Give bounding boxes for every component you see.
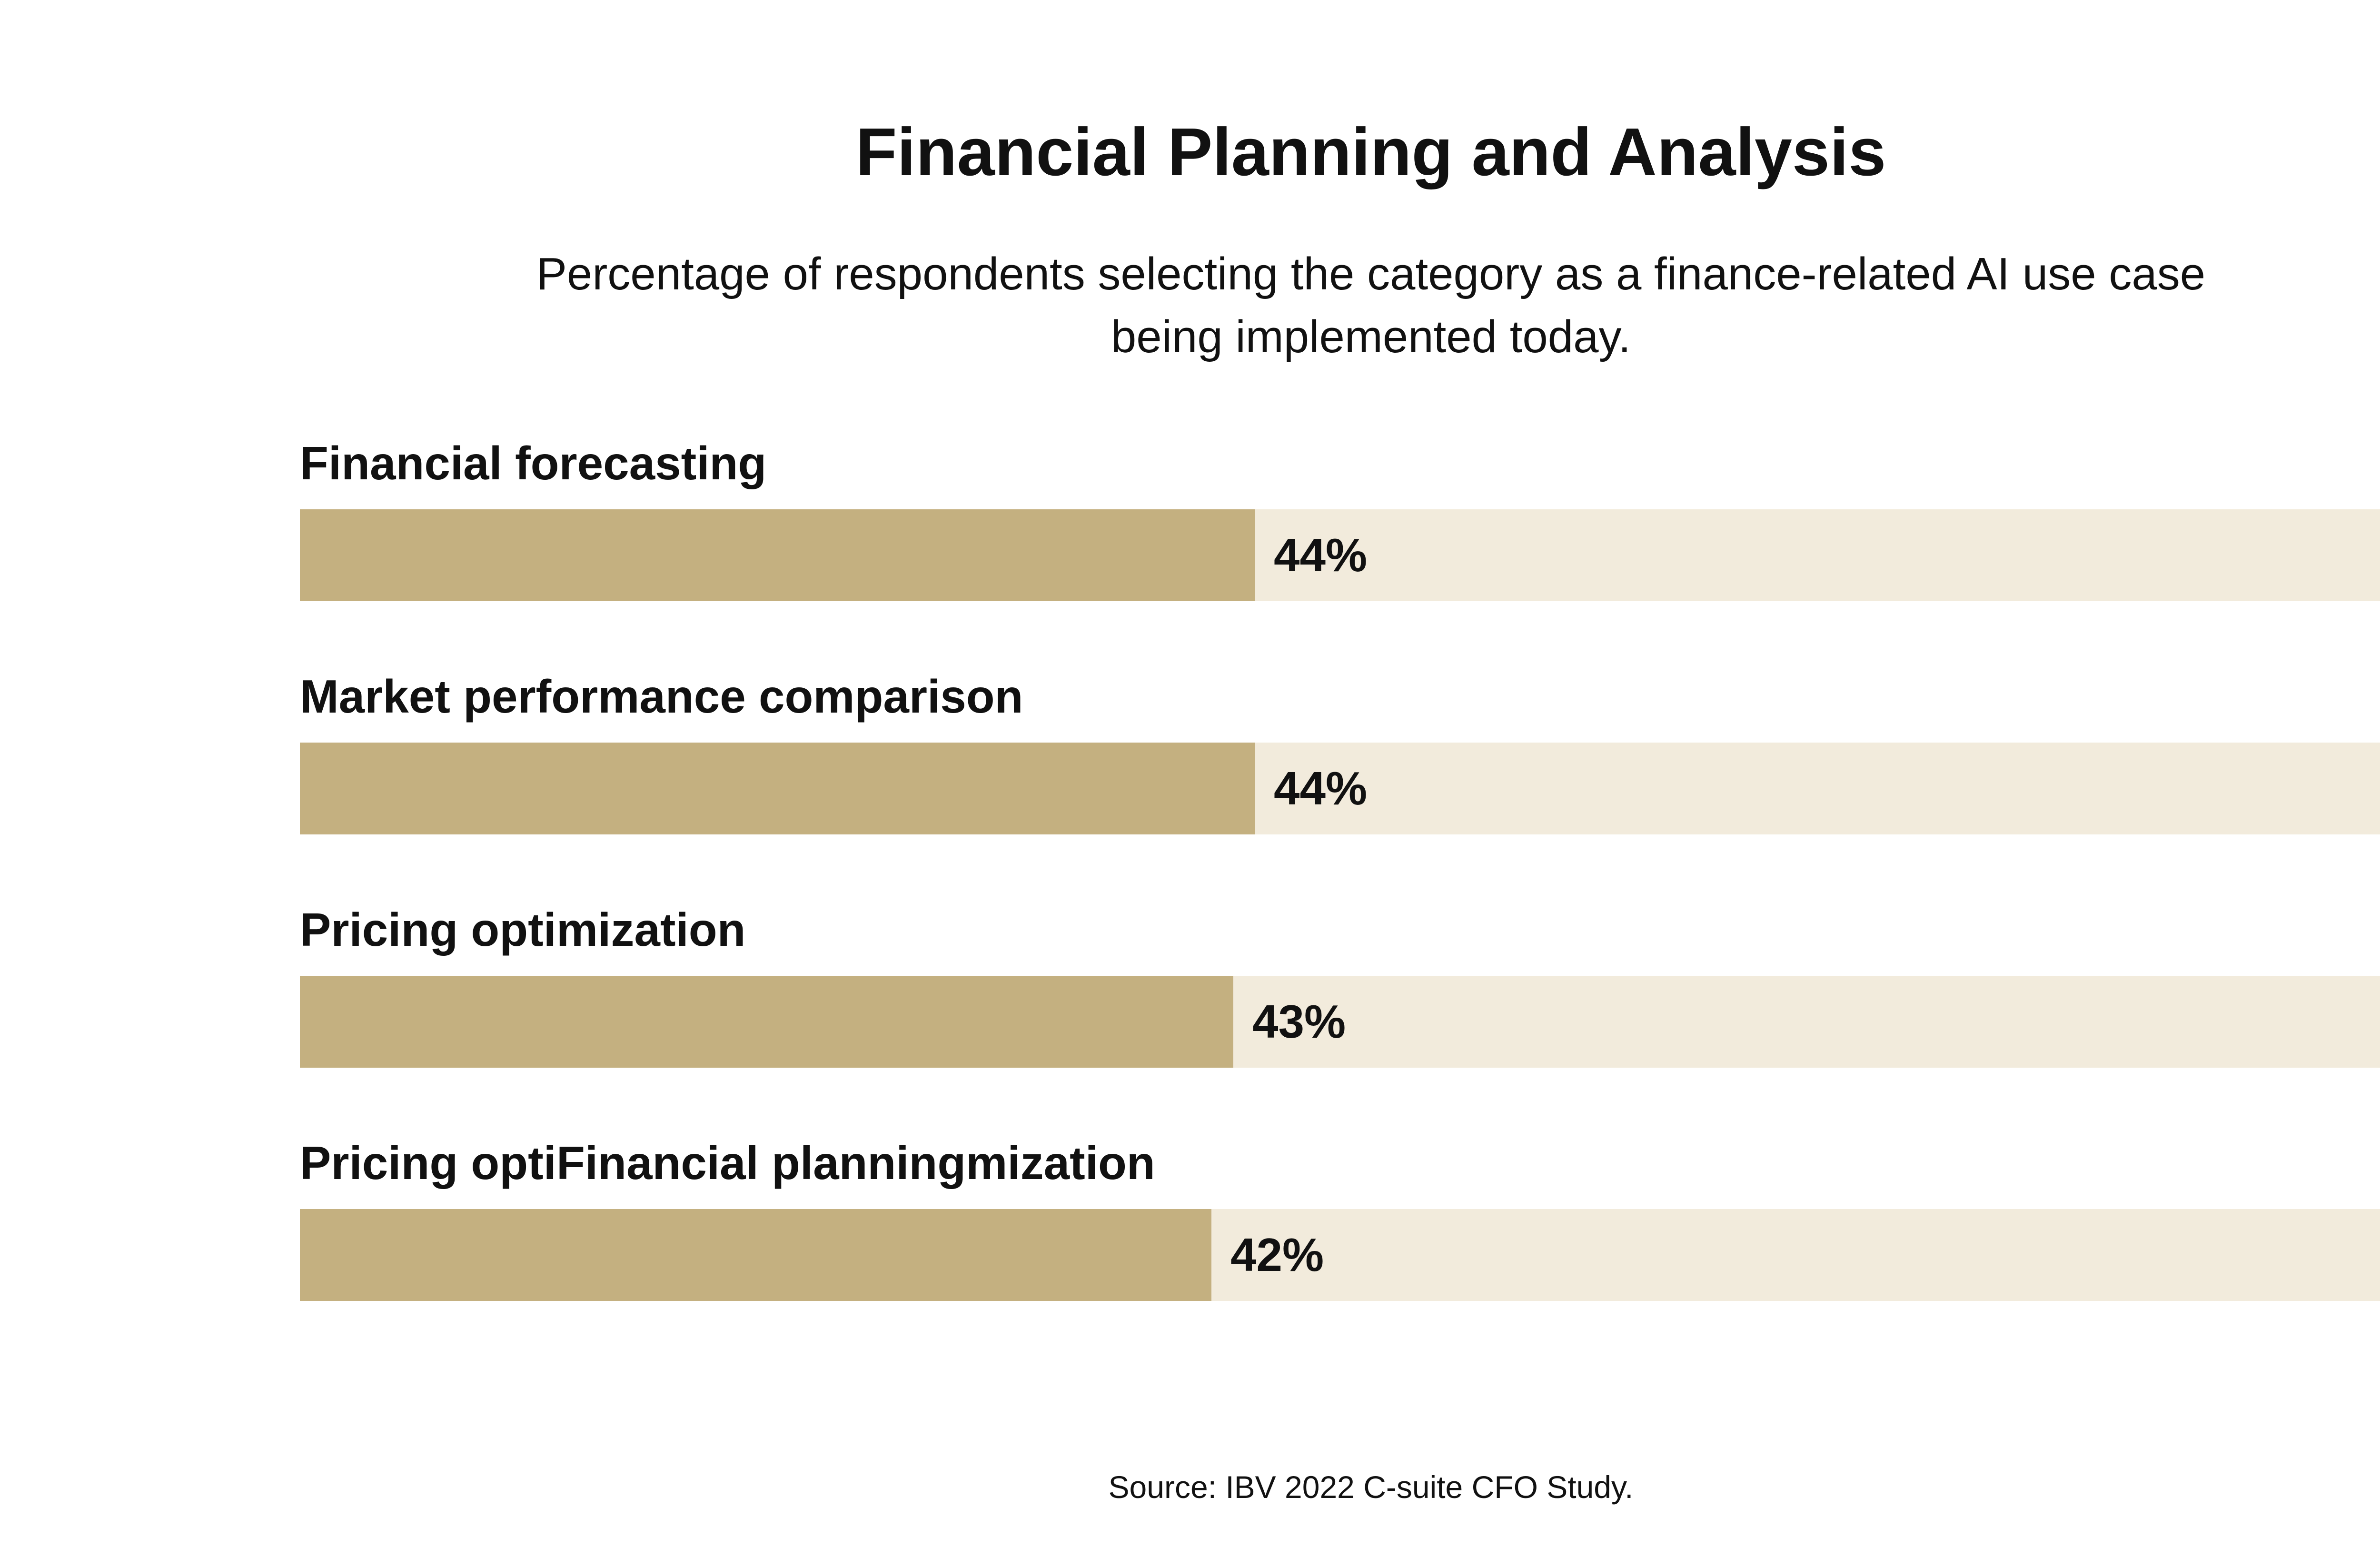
chart-subtitle: Percentage of respondents selecting the … (536, 248, 2206, 363)
bar-category-label: Financial forecasting (300, 437, 767, 489)
bar-value-label: 43% (1252, 995, 1346, 1048)
bar-category-label: Pricing optimization (300, 903, 746, 956)
bar-track: 44% (300, 509, 2380, 601)
bar-track: 44% (300, 743, 2380, 834)
bar-value-label: 44% (1274, 529, 1368, 581)
chart-title: Financial Planning and Analysis (855, 114, 1886, 190)
bar (300, 743, 1255, 834)
bar (300, 1209, 1211, 1301)
bar-category-label: Pricing optiFinancial planningmization (300, 1137, 1155, 1189)
bar-value-label: 44% (1274, 762, 1368, 814)
bar-track: 43% (300, 976, 2380, 1068)
source-note: Source: IBV 2022 C-suite CFO Study. (1108, 1469, 1634, 1505)
bar (300, 509, 1255, 601)
bar (300, 976, 1233, 1068)
bar-category-label: Market performance comparison (300, 670, 1023, 723)
bar-track: 42% (300, 1209, 2380, 1301)
bar-value-label: 42% (1230, 1229, 1324, 1281)
